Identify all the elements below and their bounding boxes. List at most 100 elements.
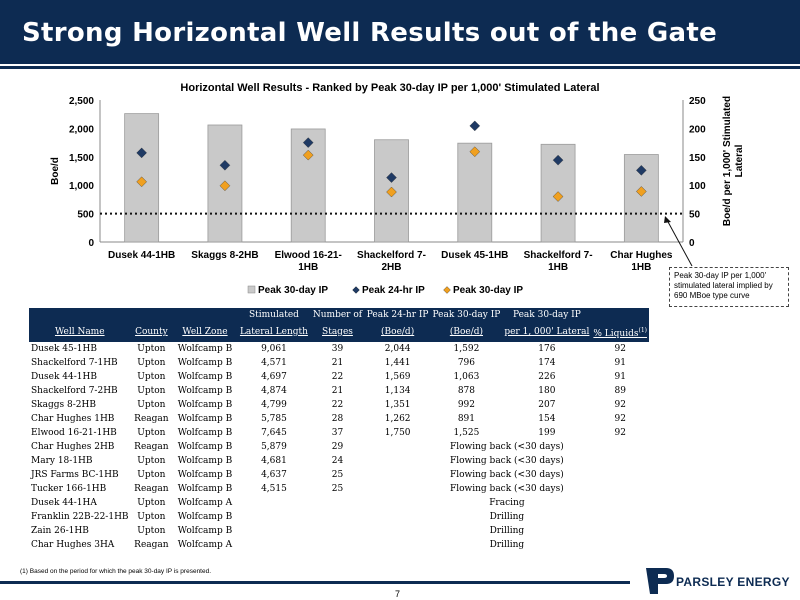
marker-peak-24-hr-ip [302,137,314,148]
table-row: Char Hughes 3HA Reagan Wolfcamp A Drilling [29,538,649,552]
table-row: Zain 26-1HB Upton Wolfcamp B Drilling [29,524,649,538]
table-cell: Upton [137,428,166,438]
table-cell: 91 [614,358,626,368]
legend-swatch-bar [247,285,256,294]
table-header-cell: (Boe/d) [364,323,431,342]
table-cell: 1,441 [384,358,411,368]
table-header-cell: Well Zone [172,323,238,342]
table-cell: 878 [457,386,476,396]
table-cell: 1,063 [453,372,480,382]
table-cell [238,538,310,552]
table-row: Franklin 22B-22-1HB Upton Wolfcamp B Drilli… [29,510,649,524]
table-cell: JRS Farms BC-1HB [31,470,119,480]
table-cell: 1,262 [384,414,411,424]
table-cell: 28 [331,414,344,424]
x-category-label: 1HB [548,262,568,273]
table-cell: Shackelford 7-1HB [31,358,118,368]
table-cell: 25 [331,484,344,494]
y2-tick-label: 100 [689,181,706,192]
table-cell: Wolfcamp B [177,526,233,536]
table-row: Mary 18-1HB Upton Wolfcamp B 4,681 24 Flowing… [29,454,649,468]
footnote-marker: (1) [638,327,647,334]
table-cell: 91 [614,372,626,382]
table-header-cell: Peak 30-day IP [502,308,592,323]
table-cell: 21 [331,358,344,368]
status-cell: Flowing back (<30 days) [450,442,564,452]
table-cell: Upton [137,372,166,382]
table-cell: Wolfcamp B [177,512,233,522]
status-cell: Drilling [489,526,525,536]
legend-swatch-30day [443,286,451,294]
table-row: Shackelford 7-1HB Upton Wolfcamp B 4,571 21 1… [29,356,649,370]
table-cell: Wolfcamp B [177,414,233,424]
table-cell: 4,874 [261,386,287,396]
table-cell: Upton [137,456,166,466]
table-cell: Char Hughes 1HB [31,414,115,424]
table-cell: Upton [137,400,166,410]
marker-peak-24-hr-ip [552,154,564,166]
table-cell [238,510,310,524]
logo-text: PARSLEY ENERGY [676,575,790,589]
status-cell: Drilling [489,512,525,522]
table-cell: Upton [137,526,166,536]
page-number: 7 [395,589,401,599]
marker-peak-24-hr-ip [469,120,481,132]
table-header-cell [29,308,131,323]
x-category-label: Elwood 16-21- [275,250,342,261]
table-cell: 4,799 [261,400,287,410]
legend-label: Peak 30-day IP [258,285,328,296]
y2-axis-label: Lateral [734,144,745,177]
table-header-cell: Lateral Length [237,323,311,342]
x-category-label: Char Hughes [610,250,673,261]
callout-arrowhead [664,216,671,223]
table-cell: 92 [614,400,626,410]
marker-peak-24-hr-ip [386,172,397,183]
y2-tick-label: 250 [689,96,706,107]
title-bar: Strong Horizontal Well Results out of th… [0,0,800,64]
y-tick-label: 500 [77,210,94,221]
x-category-label: Shackelford 7- [524,250,593,261]
table-cell: 154 [538,414,556,424]
table-header-cell: County [130,323,173,342]
table-cell: 207 [538,400,556,410]
table-cell: Dusek 45-1HB [31,344,97,354]
table-cell: 24 [331,456,344,466]
table-cell: Wolfcamp B [177,372,233,382]
table-header-cell: (Boe/d) [430,323,503,342]
table-cell: Char Hughes 2HB [31,442,115,452]
marker-peak-30-day-ip-per-1000 [552,191,564,202]
parsley-logo-icon [646,568,674,594]
y2-tick-label: 150 [689,153,706,164]
table-cell: Wolfcamp B [177,456,233,466]
table-header-cell: Peak 24-hr IP [364,308,431,323]
marker-peak-30-day-ip-per-1000 [636,186,647,197]
table-cell: 92 [614,414,626,424]
well-results-chart: Horizontal Well Results - Ranked by Peak… [50,82,745,296]
table-cell: Upton [137,358,166,368]
x-category-label: Skaggs 8-2HB [191,250,258,261]
table-cell: 226 [538,372,556,382]
well-results-table: Stimulated Number of Peak 24-hr IP Peak 30-… [29,308,649,552]
table-cell: 4,515 [261,484,287,494]
table-cell: 174 [538,358,556,368]
y-axis-label: Boe/d [50,157,61,185]
table-header-cell: Number of [310,308,365,323]
y-tick-label: 2,000 [69,124,94,135]
status-cell: Fracing [489,498,525,508]
x-category-label: 2HB [381,262,401,273]
table-cell: Upton [137,344,166,354]
y2-tick-label: 50 [689,210,701,221]
table-header-top: Stimulated Number of Peak 24-hr IP Peak 30-… [29,308,649,323]
page-title: Strong Horizontal Well Results out of th… [22,18,718,48]
table-cell: 180 [538,386,556,396]
table-header-cell [591,308,649,323]
table-cell: 891 [457,414,476,424]
table-cell: 992 [457,400,476,410]
table-cell: 92 [614,344,626,354]
table-cell: Upton [137,470,166,480]
table-row: Char Hughes 1HB Reagan Wolfcamp B 5,785 28 1,… [29,412,649,426]
marker-peak-24-hr-ip [219,159,231,171]
table-row: JRS Farms BC-1HB Upton Wolfcamp B 4,637 25 Fl… [29,468,649,482]
table-cell: 1,525 [453,428,480,438]
table-cell: 5,785 [261,414,287,424]
